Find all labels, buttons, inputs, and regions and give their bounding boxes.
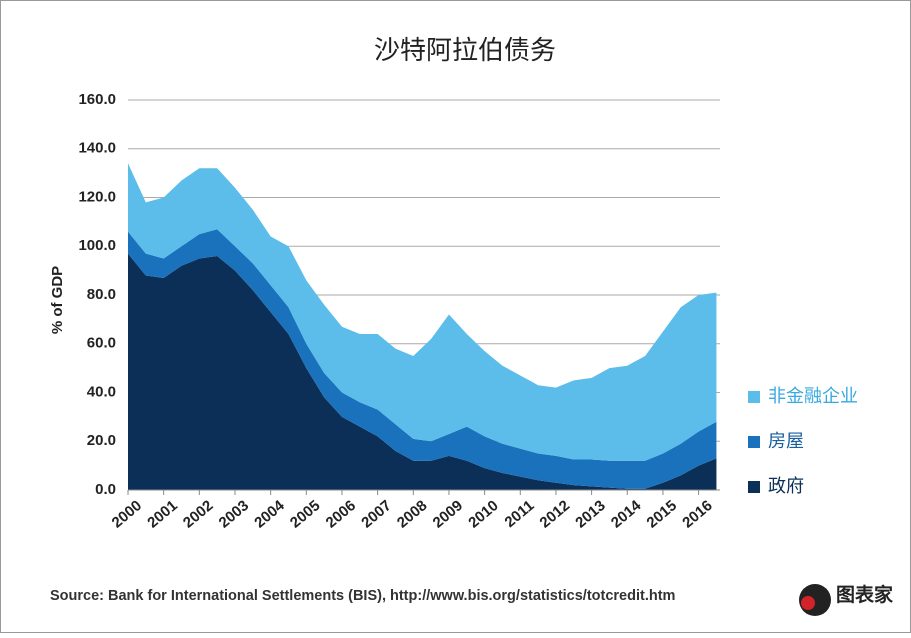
x-tick-label: 2015 <box>644 497 680 531</box>
legend-swatch <box>748 481 760 493</box>
y-tick-label: 40.0 <box>87 383 116 400</box>
x-tick-label: 2006 <box>323 497 359 531</box>
x-tick-label: 2012 <box>537 497 573 531</box>
y-axis-label: % of GDP <box>49 266 66 334</box>
y-tick-label: 120.0 <box>78 188 116 205</box>
x-tick-label: 2011 <box>502 497 538 531</box>
x-tick-label: 2010 <box>465 497 501 531</box>
source: Source: Bank for International Settlemen… <box>50 588 675 604</box>
x-tick-label: 2001 <box>144 497 180 531</box>
legend-swatch <box>748 391 760 403</box>
x-tick-label: 2003 <box>216 497 252 531</box>
y-tick-label: 160.0 <box>78 91 116 108</box>
area <box>128 229 717 489</box>
x-tick-label: 2002 <box>180 497 216 531</box>
x-tick-label: 2005 <box>287 497 323 531</box>
logo-text: 图表家 <box>836 583 894 606</box>
y-tick-label: 100.0 <box>78 237 116 254</box>
x-tick-label: 2008 <box>394 497 430 531</box>
x-tick-label: 2004 <box>251 497 288 532</box>
y-tick-label: 140.0 <box>78 140 116 157</box>
x-tick-label: 2016 <box>679 497 715 531</box>
x-tick-label: 2009 <box>430 497 466 531</box>
logo-icon <box>801 596 815 610</box>
legend-label: 房屋 <box>768 431 804 451</box>
area <box>128 163 717 461</box>
x-tick-label: 2000 <box>109 497 145 531</box>
area <box>128 253 717 490</box>
x-tick-label: 2007 <box>358 497 394 531</box>
y-tick-label: 0.0 <box>95 481 116 498</box>
legend-label: 非金融企业 <box>768 386 858 406</box>
y-tick-label: 20.0 <box>87 432 116 449</box>
legend-swatch <box>748 436 760 448</box>
y-tick-label: 80.0 <box>87 286 116 303</box>
chart-title: 沙特阿拉伯债务 <box>374 35 556 65</box>
x-tick-label: 2014 <box>608 497 645 532</box>
legend-label: 政府 <box>768 476 804 496</box>
y-tick-label: 60.0 <box>87 335 116 352</box>
x-tick-label: 2013 <box>572 497 608 531</box>
